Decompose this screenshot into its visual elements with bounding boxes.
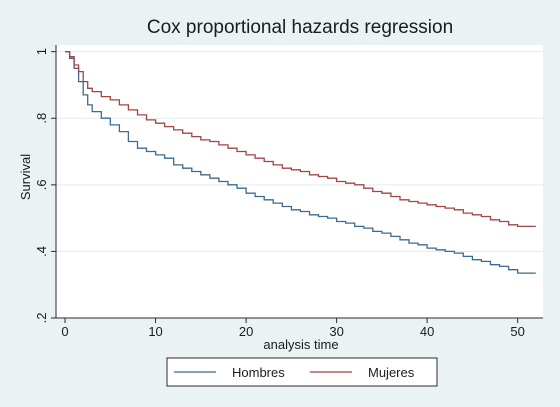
plot-area [56,45,543,318]
y-axis-label: Survival [18,154,33,200]
x-tick-label-0: 0 [61,324,68,339]
x-tick-label-3: 30 [329,324,343,339]
x-axis-label: analysis time [263,337,338,352]
y-tick-label-3: .8 [34,113,49,124]
x-tick-label-1: 10 [148,324,162,339]
y-tick-label-4: 1 [34,48,49,55]
series-line-hombres [65,51,536,274]
x-tick-label-2: 20 [239,324,253,339]
legend-label-hombres: Hombres [232,365,285,380]
y-tick-label-0: .2 [34,313,49,324]
chart-title: Cox proportional hazards regression [147,17,453,38]
series-lines [65,51,536,274]
axes: 0 10 20 30 40 50 .2 .4 .6 .8 1 [34,45,543,339]
x-tick-label-4: 40 [420,324,434,339]
legend: Hombres Mujeres [166,357,438,387]
legend-label-mujeres: Mujeres [368,365,415,380]
series-line-mujeres [65,51,536,228]
y-tick-label-2: .6 [34,179,49,190]
y-tick-label-1: .4 [34,246,49,257]
x-tick-label-5: 50 [510,324,524,339]
